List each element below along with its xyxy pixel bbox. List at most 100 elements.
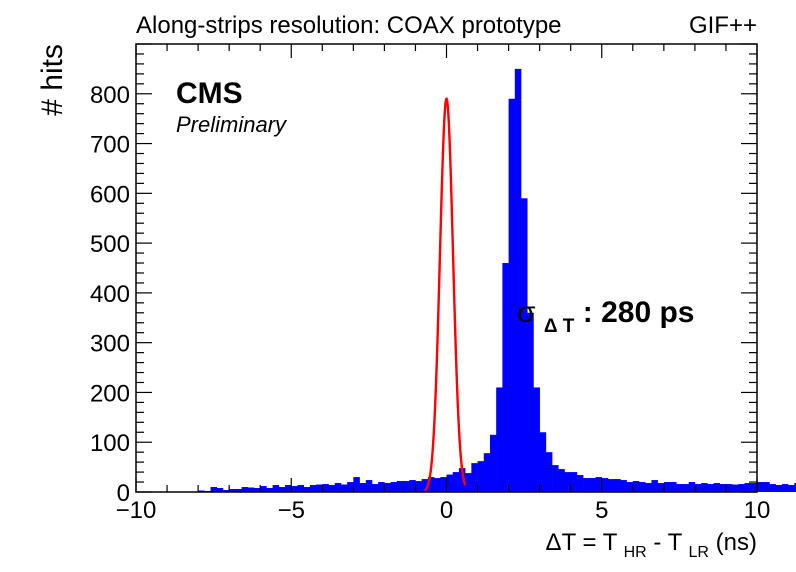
x-label-sub2: LR — [689, 544, 709, 561]
histogram-bin — [328, 485, 336, 492]
histogram-bin — [508, 98, 516, 492]
x-tick-label: 0 — [440, 497, 453, 524]
histogram-bin — [533, 387, 540, 492]
histogram-bin — [365, 480, 373, 492]
x-tick-label: −5 — [278, 497, 305, 524]
histogram-bin — [291, 486, 298, 492]
histogram-bin — [601, 478, 609, 492]
y-tick-label: 100 — [90, 430, 130, 457]
histogram-bin — [371, 484, 379, 492]
sigma-symbol: σ — [517, 296, 536, 329]
histogram-bin — [738, 484, 745, 492]
histogram-bin — [682, 484, 689, 492]
histogram-bin — [384, 483, 391, 492]
gaussian-fit-line — [423, 97, 467, 492]
histogram-bin — [272, 485, 280, 492]
histogram-bin — [278, 487, 286, 492]
histogram-bin — [719, 484, 727, 492]
histogram-bin — [670, 482, 677, 492]
histogram-bin — [725, 484, 733, 492]
histogram-bin — [409, 480, 416, 492]
y-tick-label: 300 — [90, 331, 130, 358]
histogram-bin — [694, 484, 702, 492]
cms-label: CMS — [176, 77, 243, 110]
histogram-bin — [390, 482, 398, 492]
histogram-bin — [465, 473, 472, 492]
histogram-bin — [421, 479, 429, 492]
histogram-bin — [639, 482, 646, 492]
histogram-bin — [514, 68, 522, 492]
y-tick-label: 800 — [90, 82, 130, 109]
histogram-bin — [576, 475, 584, 492]
histogram-bin — [558, 469, 565, 492]
histogram-bin — [713, 483, 721, 492]
histogram-bin — [340, 484, 348, 492]
histogram-bin — [688, 482, 696, 492]
histogram-bin — [260, 486, 267, 492]
chart-title-right: GIF++ — [689, 12, 757, 39]
histogram-bin — [434, 478, 441, 492]
histogram-bin — [794, 483, 796, 492]
histogram-bin — [539, 432, 547, 492]
sigma-value: : 280 ps — [583, 296, 695, 329]
histogram-bin — [247, 487, 255, 492]
histogram-bin — [750, 483, 758, 492]
histogram-bin — [781, 484, 789, 492]
histogram-bin — [471, 463, 478, 492]
x-label-base: ΔT = T — [546, 529, 618, 556]
histogram-bin — [775, 485, 783, 492]
histogram-bin — [477, 461, 485, 492]
histogram-bin — [415, 481, 422, 492]
histogram-bin — [676, 484, 683, 492]
histogram-bin — [545, 452, 553, 492]
histogram-bin — [552, 465, 559, 492]
x-label-mid: - T — [653, 529, 682, 556]
y-tick-label: 200 — [90, 380, 130, 407]
histogram-bin — [489, 434, 497, 492]
histogram-bin — [744, 483, 752, 492]
histogram-bin — [303, 487, 311, 492]
histogram-bin — [235, 489, 242, 492]
histogram-bars — [198, 68, 796, 492]
histogram-bin — [564, 472, 571, 492]
histogram-bin — [241, 487, 249, 492]
histogram-bin — [502, 263, 509, 492]
histogram-bin — [322, 484, 329, 492]
histogram-bin — [769, 484, 776, 492]
x-tick-label: −10 — [116, 497, 157, 524]
histogram-bin — [347, 482, 354, 492]
histogram-bin — [589, 478, 596, 492]
x-label-sub1: HR — [624, 544, 647, 561]
histogram-bin — [663, 482, 671, 492]
histogram-bin — [651, 480, 658, 492]
sigma-annotation: σ Δ T : 280 ps — [517, 296, 694, 339]
histogram-bin — [595, 477, 603, 492]
histogram-bin — [620, 480, 627, 492]
histogram-bin — [378, 482, 385, 492]
x-label-tail: (ns) — [716, 529, 757, 556]
histogram-bin — [632, 481, 640, 492]
histogram-bin — [707, 484, 714, 492]
histogram-bin — [309, 485, 317, 492]
y-tick-label: 0 — [117, 480, 130, 507]
histogram-bin — [427, 477, 435, 492]
histogram-bin — [229, 489, 236, 492]
histogram-bin — [583, 478, 590, 492]
histogram-bin — [757, 482, 764, 492]
x-tick-label: 10 — [744, 497, 771, 524]
histogram-bin — [446, 474, 454, 492]
y-axis-label: # hits — [36, 44, 69, 116]
histogram-bin — [316, 484, 323, 492]
x-axis-label: ΔT = T HR - T LR (ns) — [546, 529, 757, 563]
y-tick-label: 400 — [90, 281, 130, 308]
histogram-bin — [763, 482, 770, 492]
histogram-bin — [701, 483, 708, 492]
histogram-bin — [403, 481, 410, 492]
histogram-bin — [285, 485, 292, 492]
x-tick-labels: −10 −5 0 5 10 — [116, 497, 771, 524]
axis-ticks — [135, 43, 758, 493]
histogram-bin — [527, 312, 534, 492]
histogram-bin — [614, 479, 621, 492]
histogram-bin — [334, 483, 342, 492]
histogram-bin — [521, 198, 528, 492]
